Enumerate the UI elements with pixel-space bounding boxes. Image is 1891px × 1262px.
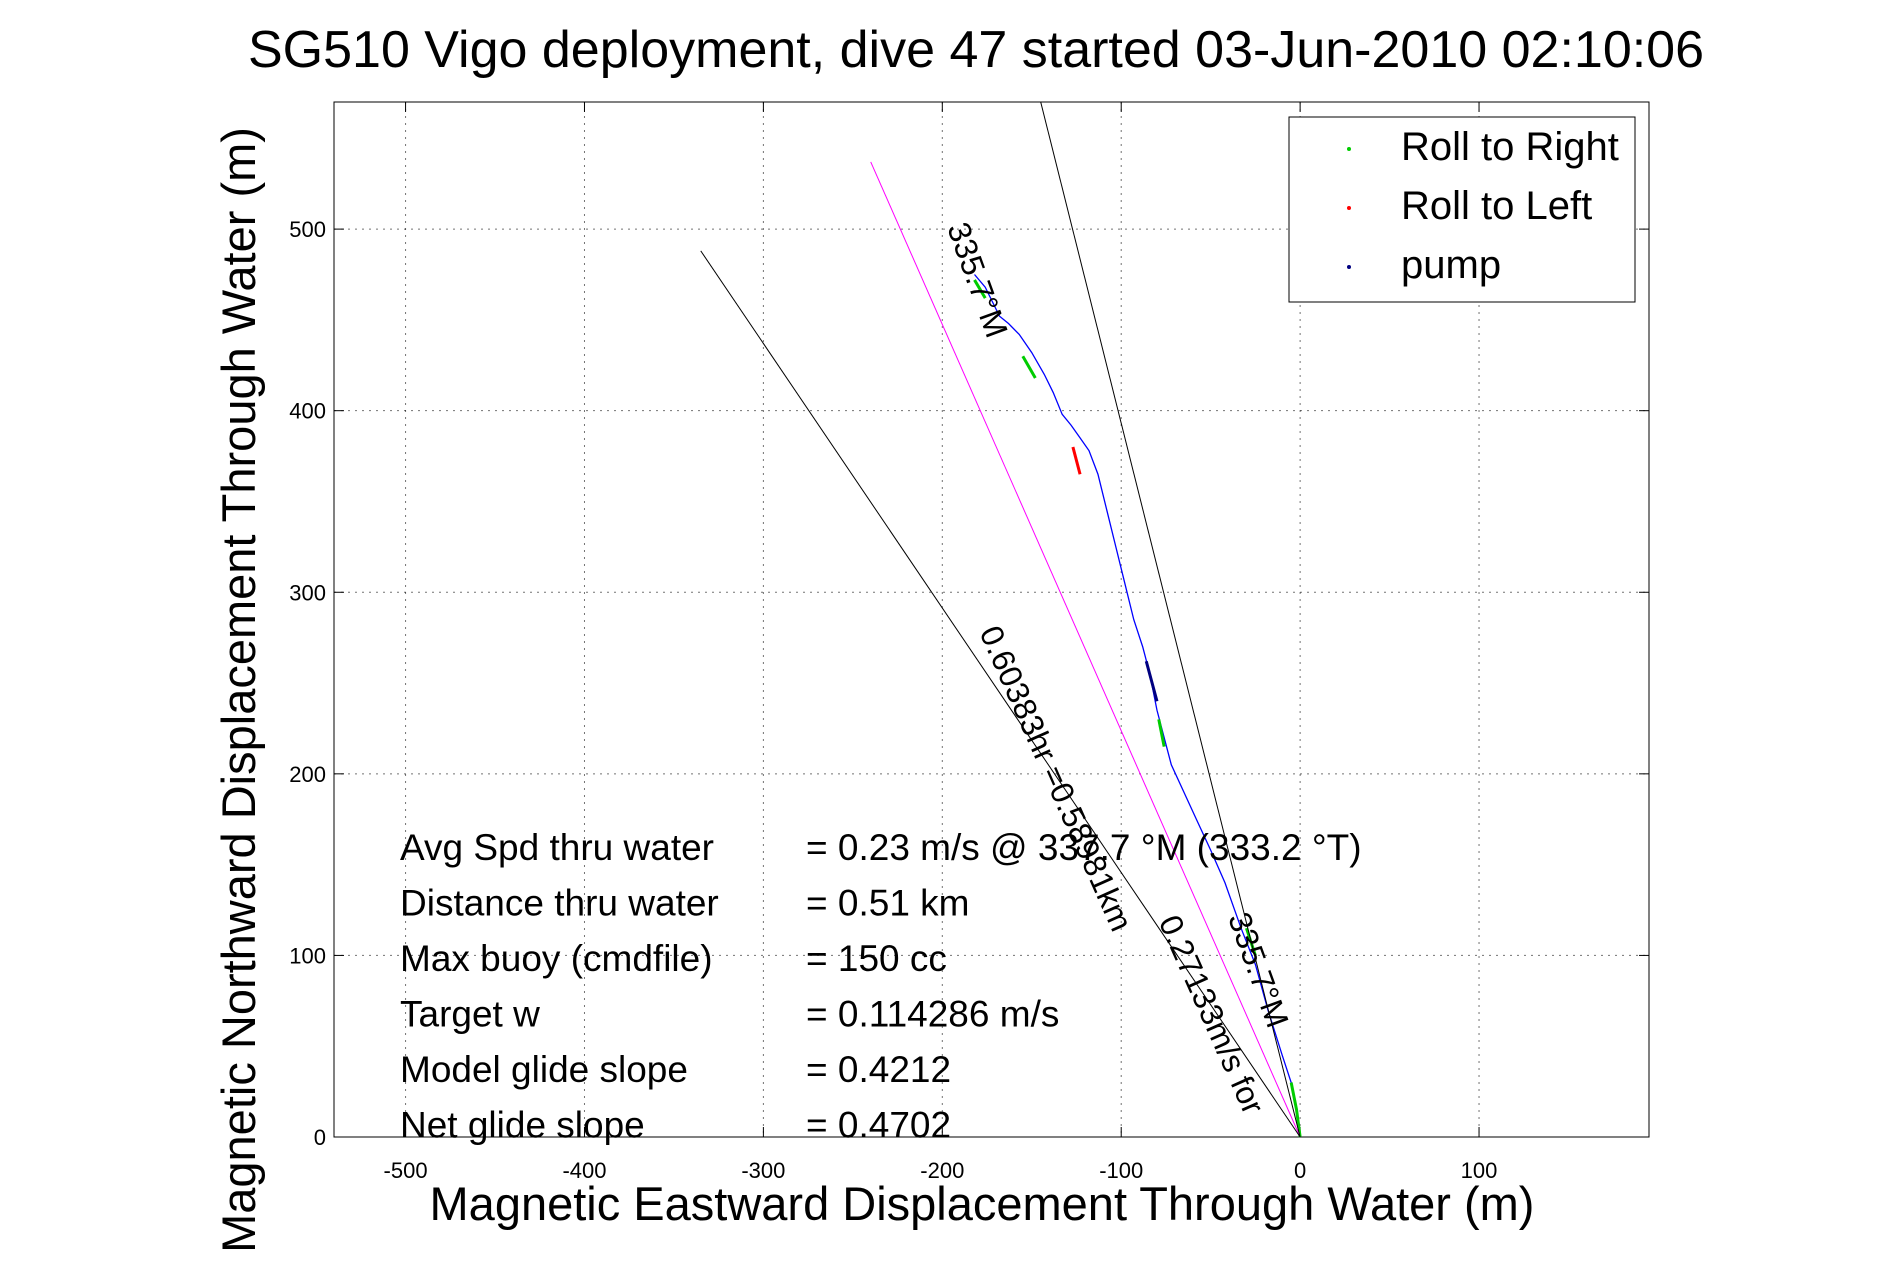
legend-label: Roll to Right — [1401, 125, 1619, 169]
info-label: Distance thru water — [400, 883, 719, 924]
series-layer — [700, 101, 1302, 1138]
info-label: Model glide slope — [400, 1049, 688, 1090]
series-roll-right-segments — [1021, 355, 1037, 379]
series-pump-segments — [1144, 660, 1159, 702]
info-value: = 0.4702 — [806, 1105, 951, 1146]
series-roll-right-segments — [1289, 1082, 1302, 1138]
info-value: = 150 cc — [806, 938, 947, 979]
series-envelope-2 — [1040, 101, 1301, 1138]
series-track — [974, 274, 1301, 1138]
x-axis-label: Magnetic Eastward Displacement Through W… — [430, 1177, 1535, 1230]
info-value: = 0.51 km — [806, 883, 970, 924]
legend-label: pump — [1401, 243, 1501, 287]
x-tick-label: -400 — [562, 1158, 606, 1183]
series-roll-right-segments — [1157, 719, 1166, 747]
x-tick-label: 0 — [1294, 1158, 1306, 1183]
y-tick-label: 200 — [289, 762, 326, 787]
y-tick-label: 100 — [289, 943, 326, 968]
info-label: Avg Spd thru water — [400, 827, 714, 868]
grid-lines — [334, 102, 1649, 1138]
series-heading-line — [870, 161, 1301, 1138]
series-roll-right-segments — [973, 279, 987, 299]
chart-title: SG510 Vigo deployment, dive 47 started 0… — [248, 21, 1704, 79]
y-tick-label: 500 — [289, 217, 326, 242]
info-label: Max buoy (cmdfile) — [400, 938, 713, 979]
info-label: Net glide slope — [400, 1105, 645, 1146]
x-tick-label: 100 — [1461, 1158, 1498, 1183]
y-tick-label: 0 — [314, 1125, 326, 1150]
legend-marker — [1347, 265, 1351, 269]
y-axis-ticks: 0 100 200 300 400 500 — [289, 217, 1649, 1150]
x-tick-label: -500 — [384, 1158, 428, 1183]
y-tick-label: 300 — [289, 580, 326, 605]
x-tick-label: -200 — [920, 1158, 964, 1183]
x-tick-label: -100 — [1099, 1158, 1143, 1183]
legend: Roll to Right Roll to Left pump — [1288, 116, 1636, 303]
x-tick-label: -300 — [741, 1158, 785, 1183]
legend-box — [1288, 116, 1636, 303]
info-label: Target w — [400, 994, 540, 1035]
info-box: Avg Spd thru water = 0.23 m/s @ 337.7 °M … — [400, 827, 1362, 1146]
info-value: = 0.114286 m/s — [806, 994, 1059, 1035]
legend-label: Roll to Left — [1401, 184, 1592, 228]
y-axis-label: Magnetic Northward Displacement Through … — [212, 127, 265, 1253]
info-value: = 0.4212 — [806, 1049, 951, 1090]
series-roll-left-segments — [1071, 446, 1082, 475]
legend-marker — [1347, 147, 1351, 151]
series-envelope-1 — [700, 250, 1301, 1138]
x-axis-ticks: -500 -400 -300 -200 -100 0 100 — [384, 102, 1498, 1183]
info-value: = 0.23 m/s @ 337.7 °M (333.2 °T) — [806, 827, 1362, 868]
legend-marker — [1347, 206, 1351, 210]
y-tick-label: 400 — [289, 399, 326, 424]
